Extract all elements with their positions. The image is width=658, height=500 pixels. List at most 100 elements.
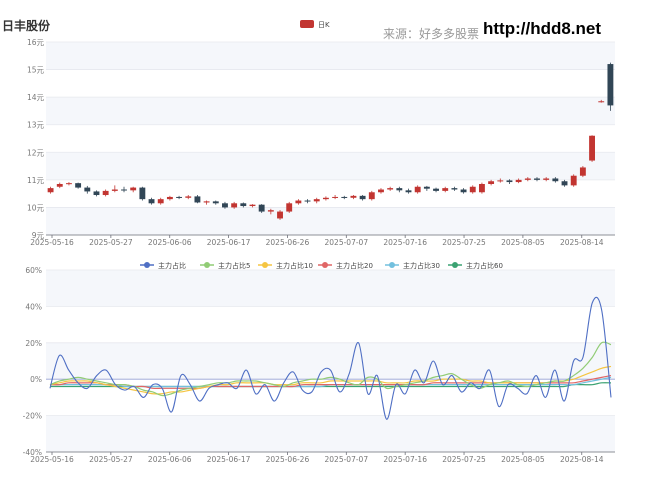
candle-body [176, 196, 183, 198]
candle-body [359, 195, 366, 200]
candle-body [433, 188, 439, 191]
candle-body [194, 196, 201, 203]
candle-body [396, 188, 403, 191]
candle-body [552, 178, 559, 182]
candle-body [332, 196, 339, 198]
y-tick-label: 40% [25, 302, 42, 311]
series-line-主力占比10 [49, 365, 612, 395]
legend-marker-0 [144, 262, 150, 268]
candle-body [295, 200, 302, 204]
candle-body [84, 187, 91, 192]
candle-body [534, 178, 540, 180]
y-tick-label: 11元 [27, 176, 45, 185]
x-tick-label: 2025-07-16 [383, 238, 427, 247]
candle-body [368, 192, 375, 200]
x-tick-label: 2025-08-14 [560, 238, 604, 247]
candle-body [258, 204, 265, 212]
y-tick-label: 14元 [27, 93, 45, 102]
candle-body [267, 210, 274, 212]
grid-band [46, 152, 615, 180]
y-tick-label: 15元 [27, 66, 45, 75]
candle-body [212, 201, 219, 204]
candle-body [66, 183, 72, 185]
candle-body [240, 203, 247, 207]
candle-body [460, 189, 467, 193]
candle-body [102, 190, 109, 196]
candle-body [313, 199, 320, 202]
x-tick-label: 2025-07-25 [442, 238, 486, 247]
x-tick-label: 2025-05-16 [30, 455, 74, 464]
legend-label-1: 主力占比5 [218, 261, 250, 270]
candle-body [75, 183, 82, 188]
candle-body [185, 196, 192, 198]
x-tick-label: 2025-05-16 [30, 238, 74, 247]
candle-body [570, 175, 577, 186]
candle-body [121, 189, 127, 191]
y-tick-label: 13元 [27, 121, 45, 130]
candle-body [405, 190, 412, 193]
candle-body [350, 195, 357, 198]
candle-body [414, 186, 421, 193]
stock-title: 日丰股份 [2, 19, 51, 33]
candle-body [222, 203, 228, 208]
y-tick-label: 20% [25, 339, 42, 348]
y-tick-label: 60% [25, 266, 42, 275]
candle-body [478, 183, 485, 193]
candle-body [451, 188, 458, 190]
candle-body [561, 181, 568, 186]
candle-body [497, 180, 504, 182]
candle-body [378, 189, 384, 193]
candle-body [322, 197, 329, 200]
site-url[interactable]: http://hdd8.net [483, 19, 602, 38]
grid-band [46, 342, 615, 380]
y-tick-label: 0% [30, 375, 42, 384]
x-tick-label: 2025-06-26 [266, 455, 310, 464]
candle-body [488, 181, 495, 184]
candle-body [423, 186, 430, 189]
legend-label-0: 主力占比 [158, 261, 186, 270]
x-tick-label: 2025-07-07 [325, 455, 369, 464]
candle-body [286, 203, 293, 212]
legend-marker-2 [262, 262, 268, 268]
x-tick-label: 2025-05-27 [89, 238, 133, 247]
legend-label-2: 主力占比10 [276, 261, 313, 270]
x-tick-label: 2025-08-05 [501, 238, 545, 247]
series-line-主力占比5 [49, 341, 612, 397]
candle-body [607, 64, 614, 106]
candle-body [47, 188, 54, 193]
legend-label-candle: 日K [318, 21, 330, 29]
data-source-label: 来源：好多多股票 [383, 27, 480, 41]
candle-body [157, 199, 164, 204]
candle-body [111, 189, 118, 191]
legend-marker-5 [452, 262, 458, 268]
x-tick-label: 2025-06-17 [207, 238, 251, 247]
legend-label-5: 主力占比60 [466, 261, 503, 270]
x-tick-label: 2025-08-05 [501, 455, 545, 464]
candle-body [543, 178, 550, 180]
x-tick-label: 2025-06-06 [148, 455, 192, 464]
candle-body [598, 101, 605, 103]
x-tick-label: 2025-07-25 [442, 455, 486, 464]
x-tick-label: 2025-07-07 [325, 238, 369, 247]
candle-body [277, 211, 283, 219]
legend-marker-1 [204, 262, 210, 268]
candle-body [469, 186, 476, 193]
candle-body [304, 200, 311, 202]
candle-body [589, 135, 595, 161]
legend-marker-3 [322, 262, 328, 268]
grid-band [46, 270, 615, 307]
grid-band [46, 42, 615, 70]
candle-body [442, 188, 449, 191]
x-tick-label: 2025-06-06 [148, 238, 192, 247]
candle-body [203, 201, 210, 203]
candle-body [524, 178, 531, 180]
candle-body [93, 191, 100, 196]
grid-band [46, 97, 615, 125]
series-line-主力占比 [49, 296, 612, 420]
candle-body [148, 199, 155, 204]
y-tick-label: 16元 [27, 38, 45, 47]
grid-band [46, 415, 615, 452]
grid-band [46, 207, 615, 235]
candle-body [387, 188, 394, 190]
